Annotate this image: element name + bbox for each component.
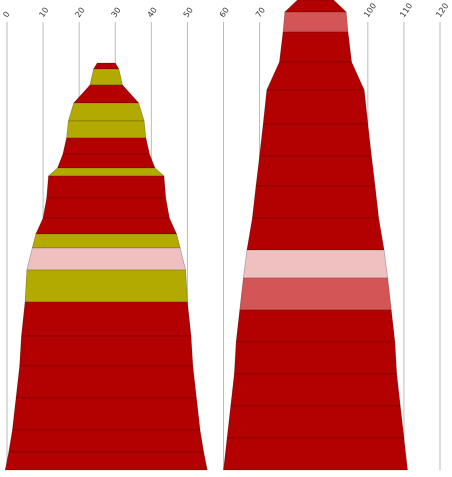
x-tick-label-40: 40 [146,6,159,20]
stack-1-segment-16 [19,335,194,367]
stack-1-segment-13 [26,247,186,271]
stack-1-segment-11 [35,217,178,235]
stack-2-segment-7 [262,89,369,125]
x-tick-label-30: 30 [110,6,123,20]
x-tick-label-70: 70 [254,6,267,20]
stack-2-segment-8 [259,123,372,157]
stack-2-segment-10 [252,185,379,219]
stack-1 [4,62,208,471]
stack-2-segment-9 [255,155,376,187]
stack-1-segment-18 [12,397,201,431]
x-tick-label-100: 100 [362,1,378,19]
x-tick-label-50: 50 [182,6,195,20]
x-tick-label-20: 20 [73,6,86,20]
stack-1-segment-3 [73,84,140,104]
stack-1-segment-5 [66,120,147,139]
stack-1-segment-19 [8,429,205,453]
stack-2-segment-4 [282,11,349,33]
stack-2-segment-18 [223,437,408,471]
stack-2-segment-13 [239,277,392,311]
stack-1-segment-7 [57,153,156,169]
x-tick-label-120: 120 [434,1,450,19]
stack-2-segment-12 [243,249,389,279]
stack-1-segment-4 [67,102,145,122]
x-tick-label-0: 0 [1,10,11,19]
stack-2-segment-6 [266,61,365,91]
x-tick-labels: 0102030405060708090100110120 [1,1,450,19]
stack-2-segment-16 [230,373,401,407]
stack-2-segment-15 [234,341,398,375]
stacks-layer [4,0,408,471]
stack-1-segment-6 [62,137,150,155]
stack-1-segment-15 [21,301,192,337]
stack-1-segment-14 [24,269,188,303]
stack-1-segment-8 [47,167,165,177]
stack-2-segment-5 [279,31,352,63]
stack-1-segment-10 [42,197,170,219]
stack-2-segment-14 [235,309,396,343]
stack-1-segment-20 [4,451,208,471]
stack-2-segment-3 [284,0,347,13]
stack-1-segment-2 [89,68,123,86]
stack-1-segment-17 [15,365,197,399]
stack-2-segment-11 [246,217,385,251]
x-tick-label-60: 60 [218,6,231,20]
stack-1-segment-9 [46,175,167,199]
stack-1-segment-1 [93,62,120,70]
x-tick-label-10: 10 [37,6,50,20]
stack-1-segment-12 [31,233,181,249]
x-tick-label-110: 110 [398,1,414,19]
stack-2-segment-17 [226,405,405,439]
stack-2 [223,0,408,471]
